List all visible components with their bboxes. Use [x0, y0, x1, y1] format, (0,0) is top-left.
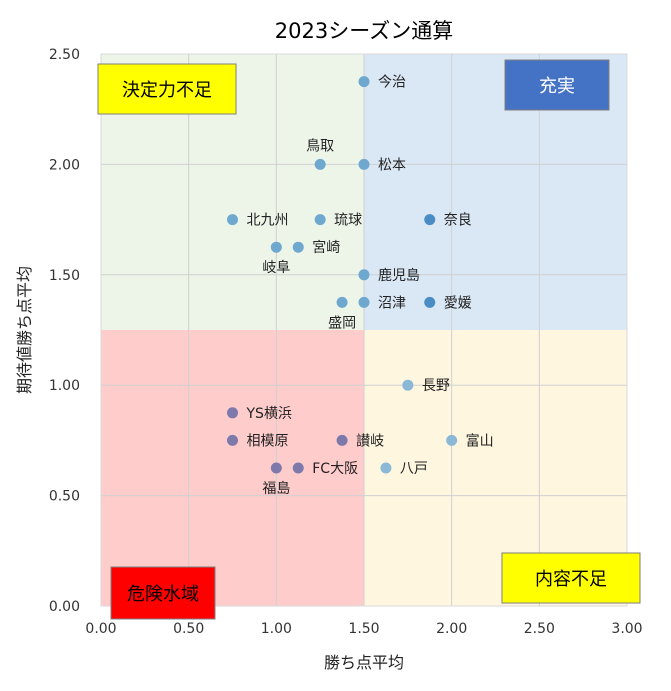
- x-tick-label: 1.00: [261, 621, 292, 637]
- data-point: [270, 462, 282, 474]
- y-tick-label: 1.50: [49, 268, 80, 284]
- data-point: [227, 434, 238, 446]
- data-point: [358, 158, 370, 170]
- data-point: [402, 379, 414, 391]
- data-point: [292, 241, 304, 253]
- quadrant-label-box: [504, 59, 610, 111]
- data-point: [270, 241, 282, 253]
- x-tick-label: 3.00: [611, 621, 642, 637]
- data-points: [227, 76, 458, 474]
- data-point-label: 八戸: [400, 461, 428, 477]
- x-tick-label: 0.50: [173, 621, 204, 637]
- data-point-label: 讃岐: [356, 433, 384, 449]
- data-point: [227, 407, 238, 419]
- x-tick-label: 2.00: [436, 621, 467, 637]
- data-point-label: 宮崎: [312, 240, 340, 256]
- data-point-label: 富山: [466, 432, 494, 449]
- data-point-label: 岐阜: [262, 259, 290, 276]
- data-point-label: 鹿児島: [378, 267, 420, 284]
- data-point: [446, 434, 458, 446]
- data-point: [336, 434, 348, 446]
- y-tick-label: 1.00: [49, 378, 80, 394]
- x-tick-label: 1.50: [348, 621, 379, 637]
- data-point-label: YS横浜: [246, 406, 292, 422]
- data-point: [336, 296, 348, 308]
- quadrant-label-text: 内容不足: [535, 569, 607, 590]
- data-point-label: 愛媛: [444, 295, 472, 311]
- data-point-label: 琉球: [334, 213, 362, 229]
- y-axis-title: 期待値勝ち点平均: [15, 266, 34, 394]
- y-tick-label: 0.00: [49, 599, 80, 615]
- quadrant-label-box: [97, 63, 237, 115]
- data-point-label: 北九州: [247, 213, 289, 229]
- data-point: [358, 76, 370, 88]
- data-point-label: 福島: [262, 481, 290, 497]
- data-point: [314, 214, 326, 226]
- x-tick-labels: 0.00 0.50 1.00 1.50 2.00 2.50 3.00: [85, 621, 642, 637]
- quadrant-label-text: 決定力不足: [122, 80, 212, 101]
- data-point: [292, 462, 304, 474]
- plot-border: [100, 53, 628, 607]
- data-point-label: 鳥取: [306, 138, 334, 154]
- data-point-label: 盛岡: [328, 315, 356, 331]
- quadrant-label-text: 充実: [539, 76, 575, 97]
- data-point: [358, 269, 370, 281]
- quadrant-label-box: [501, 552, 641, 604]
- data-point-label: 今治: [378, 75, 406, 91]
- data-point-label: 沼津: [378, 295, 406, 311]
- y-tick-labels: 0.00 0.50 1.00 1.50 2.00 2.50: [49, 47, 80, 615]
- x-tick-label: 0.00: [85, 621, 116, 637]
- y-tick-label: 2.50: [49, 47, 80, 63]
- chart-title: 2023シーズン通算: [275, 19, 453, 43]
- data-point: [314, 158, 326, 170]
- x-axis-title: 勝ち点平均: [324, 653, 404, 672]
- quadrant-lower-left: [101, 330, 364, 606]
- data-point: [424, 214, 436, 226]
- data-point: [424, 296, 436, 308]
- quadrant-label-text: 危険水域: [127, 584, 199, 605]
- quadrant-label-box: [110, 566, 216, 620]
- data-point-label: 相模原: [247, 433, 289, 449]
- quadrant-backgrounds: [101, 54, 627, 606]
- data-point-label: 長野: [422, 378, 450, 394]
- y-tick-label: 0.50: [49, 489, 80, 505]
- data-point: [380, 462, 392, 474]
- data-point: [358, 296, 370, 308]
- data-point-label: FC大阪: [312, 461, 358, 477]
- data-point-label: 奈良: [444, 213, 472, 229]
- x-tick-label: 2.50: [524, 621, 555, 637]
- y-tick-label: 2.00: [49, 157, 80, 173]
- data-point: [227, 214, 238, 226]
- data-point-label: 松本: [378, 157, 406, 173]
